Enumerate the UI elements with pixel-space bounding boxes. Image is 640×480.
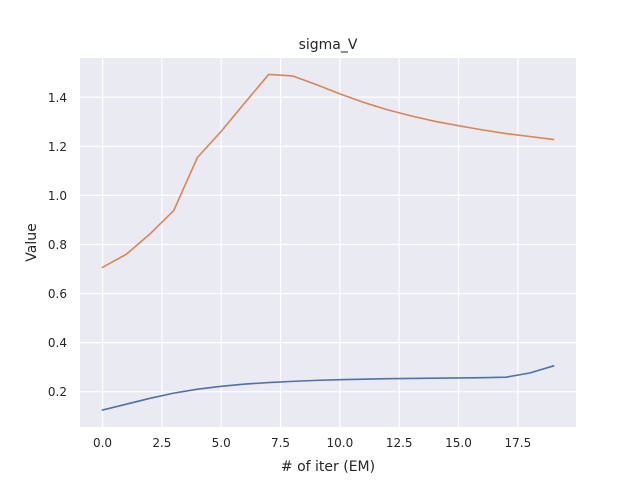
- series-line-1: [101, 364, 555, 412]
- series-line-2: [101, 73, 555, 269]
- grid-lines: [80, 58, 576, 427]
- y-tick-label: 1.2: [48, 140, 67, 154]
- plot-area: [80, 58, 576, 427]
- y-tick-label: 0.4: [48, 336, 67, 350]
- x-tick-label: 17.5: [504, 436, 531, 450]
- x-tick-labels: 0.0 2.5 5.0 7.5 10.0 12.5 15.0 17.5: [93, 436, 531, 450]
- chart-title: sigma_V: [299, 37, 358, 53]
- x-tick-label: 15.0: [445, 436, 472, 450]
- y-axis-label: Value: [24, 223, 40, 261]
- x-tick-label: 10.0: [327, 436, 354, 450]
- x-tick-label: 0.0: [93, 436, 112, 450]
- y-tick-label: 0.8: [48, 238, 67, 252]
- x-tick-label: 12.5: [386, 436, 413, 450]
- y-tick-label: 0.2: [48, 385, 67, 399]
- x-tick-label: 5.0: [212, 436, 231, 450]
- x-tick-label: 2.5: [152, 436, 171, 450]
- y-tick-labels: 0.2 0.4 0.6 0.8 1.0 1.2 1.4: [48, 91, 67, 399]
- x-axis-label: # of iter (EM): [281, 459, 375, 475]
- series-layer: [101, 73, 555, 412]
- y-tick-label: 1.4: [48, 91, 67, 105]
- y-tick-label: 1.0: [48, 189, 67, 203]
- x-tick-label: 7.5: [271, 436, 290, 450]
- y-tick-label: 0.6: [48, 287, 67, 301]
